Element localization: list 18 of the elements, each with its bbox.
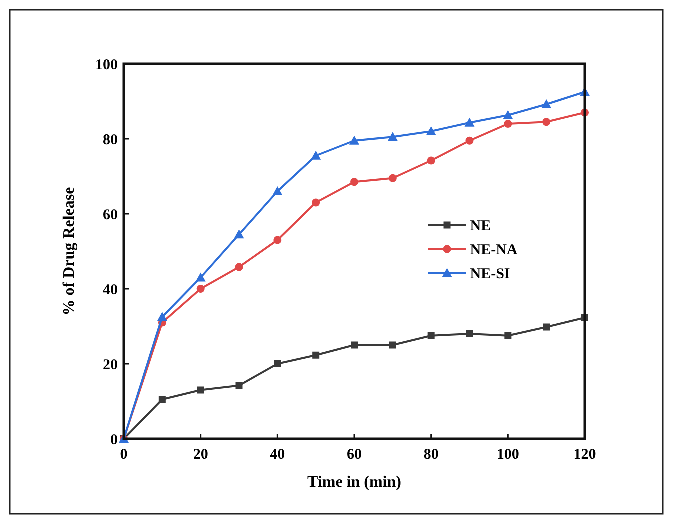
y-tick-label: 0 bbox=[110, 432, 118, 448]
x-tick-label: 20 bbox=[193, 447, 208, 463]
x-tick-label: 80 bbox=[424, 447, 439, 463]
legend-label: NE-NA bbox=[470, 242, 518, 258]
x-tick-label: 120 bbox=[574, 447, 596, 463]
y-tick-label: 80 bbox=[103, 132, 118, 148]
x-axis-title: Time in (min) bbox=[308, 474, 402, 491]
y-tick-label: 100 bbox=[96, 57, 118, 74]
x-tick-label: 100 bbox=[496, 447, 520, 463]
y-axis-title: % of Drug Release bbox=[61, 187, 78, 316]
x-tick-label: 40 bbox=[270, 447, 286, 463]
x-tick-label: 60 bbox=[347, 447, 362, 463]
y-tick-label: 40 bbox=[103, 282, 118, 298]
legend-label: NE-SI bbox=[470, 266, 510, 282]
x-tick-label: 0 bbox=[120, 447, 128, 463]
legend-label: NE bbox=[470, 218, 492, 234]
y-tick-label: 20 bbox=[103, 357, 118, 374]
y-tick-label: 60 bbox=[103, 207, 118, 224]
